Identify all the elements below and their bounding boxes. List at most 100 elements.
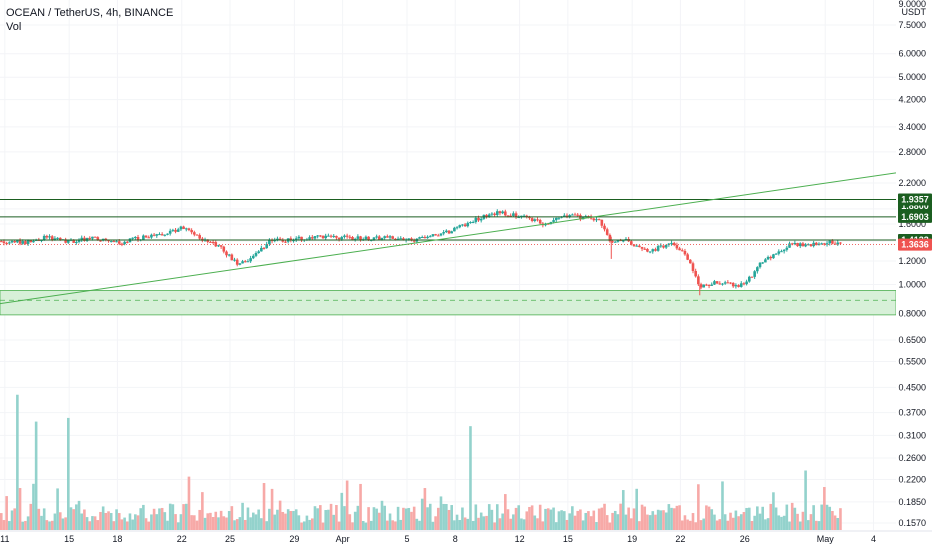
candle-body [490, 213, 494, 215]
volume-bar [560, 510, 563, 530]
volume-bar [396, 506, 400, 530]
candle-body [249, 258, 252, 262]
volume-bar [654, 514, 657, 530]
candle-body [91, 236, 94, 239]
volume-bar [217, 517, 220, 530]
trend-line[interactable] [0, 172, 897, 305]
candle-body [75, 241, 78, 243]
candle-body [163, 234, 167, 236]
candle-body [195, 234, 199, 236]
candle-body [697, 276, 700, 285]
volume-bar [750, 521, 754, 530]
volume-bar [839, 508, 842, 530]
candle-body [335, 235, 338, 238]
candle-body [702, 284, 706, 288]
volume-bar [50, 520, 54, 530]
volume-bar [790, 502, 794, 530]
candle-body [319, 235, 322, 237]
candle-body [386, 236, 389, 238]
candle-body [313, 236, 317, 239]
candle-body [718, 283, 722, 285]
candle-body [739, 283, 743, 287]
symbol-title[interactable]: OCEAN / TetherUS, 4h, BINANCE [6, 7, 174, 19]
candle-body [828, 240, 832, 244]
candle-body [8, 242, 11, 244]
volume-bar [756, 506, 759, 530]
candle-body [359, 236, 362, 240]
volume-bar [412, 506, 416, 530]
candle-body [613, 241, 617, 243]
horizontal-levels[interactable] [0, 198, 896, 245]
volume-bar [680, 520, 684, 530]
candle-body [635, 245, 638, 247]
candle-body [726, 282, 730, 284]
candle-body [621, 240, 625, 242]
candle-body [233, 259, 236, 261]
candle-body [683, 250, 687, 255]
candle-body [530, 218, 534, 221]
volume-bar [281, 511, 285, 530]
candle-body [125, 241, 129, 243]
candle-body [211, 241, 215, 243]
price-tick-label: 1.0000 [898, 280, 926, 290]
candle-body [672, 242, 676, 245]
candle-body [723, 282, 727, 284]
volume-bar [664, 512, 668, 530]
volume-bar [761, 506, 764, 530]
candle-body [380, 237, 384, 240]
candle-body [310, 237, 314, 239]
volume-bar [423, 488, 427, 530]
candle-body [316, 235, 319, 237]
candle-body [206, 239, 210, 242]
volume-bar [182, 504, 185, 530]
candle-body [758, 262, 762, 268]
price-tick-label: 0.3700 [898, 408, 926, 418]
volume-bar [404, 508, 408, 530]
candle-body [686, 254, 689, 260]
volume-bar [410, 511, 413, 530]
candle-body [300, 236, 303, 241]
volume-bar [391, 520, 395, 530]
date-tick-label: 26 [740, 534, 750, 544]
volume-bar [364, 522, 368, 530]
volume-bar [721, 481, 724, 530]
volume-bar [394, 521, 397, 530]
candle-body [731, 282, 735, 287]
candle-body [18, 240, 22, 244]
support-zone[interactable] [0, 290, 897, 316]
price-tick-label: 0.6500 [898, 335, 926, 345]
candle-body [474, 217, 478, 223]
candle-body [777, 251, 781, 254]
candle-body [453, 227, 456, 232]
candle-body [5, 243, 8, 245]
volume-bar [297, 515, 301, 530]
volume-bar [286, 509, 290, 530]
candle-body [646, 248, 649, 252]
candle-body [276, 238, 279, 240]
price-tick-label: 0.1570 [898, 518, 926, 528]
volume-bar [707, 506, 711, 530]
volume-bar [469, 426, 472, 530]
volume-label[interactable]: Vol [6, 21, 22, 33]
candle-body [24, 241, 27, 244]
volume-bar [587, 511, 590, 530]
candle-body [750, 276, 754, 278]
volume-bar [32, 483, 35, 530]
candle-body [694, 270, 697, 277]
volume-bar [608, 522, 612, 530]
time-axis[interactable]: 11 15 18 22 25 29 Apr 5 8 12 15 19 22 26 May 4 [0, 530, 932, 544]
candle-body [40, 240, 43, 242]
volume-bar [737, 516, 740, 530]
candle-body [680, 250, 684, 252]
volume-bar [88, 521, 92, 530]
volume-bar [193, 515, 196, 530]
candle-body [407, 238, 411, 240]
candle-body [48, 236, 51, 238]
volume-bar [734, 510, 738, 530]
candle-body [747, 276, 751, 282]
volume-bar [316, 508, 319, 530]
volume-bar [785, 504, 789, 530]
